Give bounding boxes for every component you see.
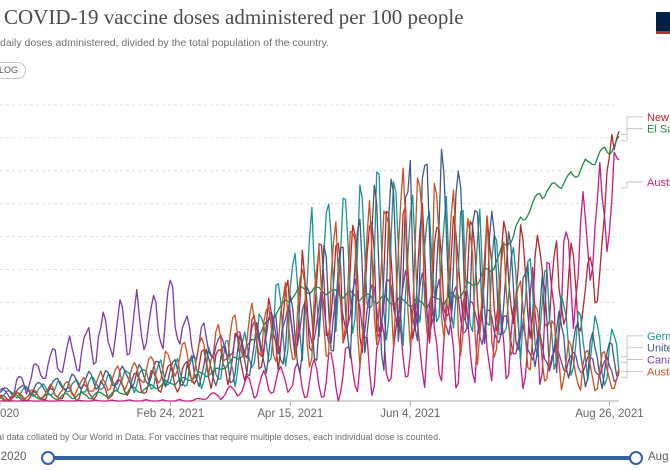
series-line-5 [0, 270, 620, 399]
legend-item[interactable]: El Sal [647, 124, 670, 136]
series-lines [0, 131, 620, 402]
x-tick-label: 5, 2020 [0, 408, 19, 420]
legend-item[interactable]: New [647, 112, 669, 124]
chart-subtitle: daily doses administered, divided by the… [0, 37, 330, 49]
timeline-start-handle[interactable] [41, 451, 55, 465]
legend-connector [621, 128, 643, 141]
owid-logo-bar [656, 31, 670, 34]
timeline-end-handle[interactable] [629, 451, 643, 465]
legend-item[interactable]: Austr [647, 366, 670, 378]
legend-item[interactable]: Austr [647, 177, 670, 189]
legend-item[interactable]: Germ [647, 331, 670, 343]
series-line-4 [0, 148, 620, 396]
legend-connector [621, 116, 643, 136]
timeline-end-label: Aug [648, 451, 669, 463]
legend-connector [621, 359, 643, 372]
chart-title: COVID-19 vaccine doses administered per … [4, 5, 464, 29]
legend-connector [621, 347, 643, 363]
x-axis: 5, 2020 Feb 24, 2021 Apr 15, 2021 Jun 4, 20… [0, 401, 644, 420]
legend-connector [621, 181, 643, 189]
series-line-3 [0, 171, 620, 400]
legend-connector [621, 370, 643, 378]
timeline-slider-track[interactable] [48, 456, 636, 460]
x-tick-label: Jun 4, 2021 [380, 408, 440, 420]
x-tick-label: Feb 24, 2021 [136, 408, 204, 420]
series-line-6 [0, 167, 620, 402]
source-note: ial data collated by Our World in Data. … [0, 432, 441, 442]
timeline-start-label: 5, 2020 [0, 451, 27, 463]
owid-logo [656, 12, 670, 32]
legend-connector [621, 335, 643, 358]
x-tick-label: Aug 26, 2021 [575, 408, 643, 420]
x-tick-label: Apr 15, 2021 [257, 408, 323, 420]
legend-item[interactable]: Cana [647, 355, 670, 367]
log-scale-toggle[interactable]: LOG [0, 62, 26, 79]
legend-item[interactable]: Unite [647, 343, 670, 355]
